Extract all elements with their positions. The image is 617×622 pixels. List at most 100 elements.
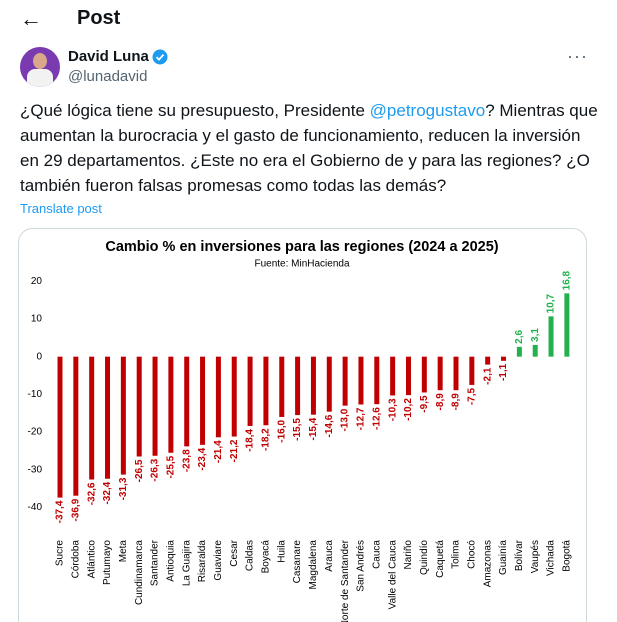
value-label: -12,6 — [371, 407, 382, 430]
bar — [532, 344, 538, 357]
bar — [310, 356, 316, 415]
x-tick-label: Valle del Cauca — [387, 540, 398, 610]
x-tick-label: Vichada — [546, 540, 557, 576]
y-tick-label: -10 — [28, 389, 43, 400]
bar — [263, 356, 269, 426]
text: ¿Qué lógica tiene su presupuesto, Presid… — [20, 101, 370, 120]
value-label: -23,4 — [197, 447, 208, 470]
bar — [105, 356, 111, 479]
value-label: -21,2 — [229, 439, 240, 462]
x-tick-label: Antioquia — [166, 540, 177, 582]
x-tick-label: Sucre — [55, 540, 66, 567]
translate-link[interactable]: Translate post — [20, 201, 102, 216]
value-label: -32,4 — [102, 481, 113, 504]
more-button[interactable]: ··· — [567, 46, 588, 66]
y-tick-label: -20 — [28, 427, 43, 438]
x-tick-label: Chocó — [466, 540, 477, 569]
verified-badge — [152, 49, 168, 65]
x-tick-label: Cundinamarca — [134, 540, 145, 605]
value-label: -1,1 — [498, 363, 509, 381]
bar — [469, 356, 475, 385]
bar — [152, 356, 158, 456]
x-tick-label: Bolívar — [514, 539, 525, 571]
x-tick-label: Vaupés — [530, 540, 541, 573]
value-label: 2,6 — [514, 330, 525, 344]
value-label: -7,5 — [466, 387, 477, 405]
page-title: Post — [77, 7, 121, 29]
x-tick-label: Norte de Santander — [340, 539, 351, 622]
bar — [358, 356, 364, 405]
value-label: -10,2 — [403, 398, 414, 421]
bar — [421, 356, 427, 393]
post-text: ¿Qué lógica tiene su presupuesto, Presid… — [20, 98, 600, 198]
value-label: -26,5 — [134, 459, 145, 482]
x-tick-label: Cesar — [229, 539, 240, 566]
x-tick-label: Córdoba — [70, 540, 81, 579]
bar — [501, 356, 507, 361]
value-label: -18,2 — [261, 428, 272, 451]
y-tick-label: 0 — [36, 351, 42, 362]
value-label: -25,5 — [166, 455, 177, 478]
x-tick-label: Guainía — [498, 540, 509, 575]
value-label: -26,3 — [150, 458, 161, 481]
value-label: -8,9 — [435, 393, 446, 411]
bar — [437, 356, 443, 391]
x-tick-label: Tolima — [451, 540, 462, 569]
back-button[interactable]: ← — [20, 6, 42, 31]
x-tick-label: Meta — [118, 540, 129, 563]
value-label: -23,8 — [181, 449, 192, 472]
value-label: -10,3 — [387, 398, 398, 421]
bar — [326, 356, 332, 412]
bar — [247, 356, 253, 426]
bar — [374, 356, 380, 405]
bar — [215, 356, 221, 438]
value-label: 3,1 — [530, 328, 541, 342]
value-label: -9,5 — [419, 395, 430, 413]
bar — [200, 356, 206, 445]
value-label: -32,6 — [86, 482, 97, 505]
value-label: 10,7 — [546, 293, 557, 313]
bar — [231, 356, 237, 437]
bar — [168, 356, 174, 453]
x-tick-label: Casanare — [292, 540, 303, 584]
value-label: -31,3 — [118, 477, 129, 500]
value-label: -14,6 — [324, 414, 335, 437]
x-tick-label: Caldas — [245, 540, 256, 571]
value-label: -18,4 — [245, 429, 256, 452]
x-tick-label: Quindío — [419, 540, 430, 575]
bar — [564, 293, 570, 357]
x-tick-label: Nariño — [403, 540, 414, 570]
bar — [120, 356, 126, 475]
bar — [342, 356, 348, 406]
y-tick-label: 10 — [31, 314, 43, 325]
x-tick-label: Huila — [276, 540, 287, 563]
author-name[interactable]: David Luna — [68, 48, 149, 65]
x-tick-label: Amazonas — [482, 540, 493, 587]
bar — [184, 356, 190, 447]
x-tick-label: Guaviare — [213, 540, 224, 581]
bar — [390, 356, 396, 396]
chart-card — [18, 228, 587, 622]
x-tick-label: San Andrés — [356, 540, 367, 592]
bar — [136, 356, 142, 457]
avatar[interactable] — [20, 47, 60, 87]
x-tick-label: Arauca — [324, 540, 335, 572]
value-label: -15,4 — [308, 417, 319, 440]
bar — [548, 316, 554, 357]
y-tick-label: -30 — [28, 464, 43, 475]
mention[interactable]: @petrogustavo — [369, 101, 486, 120]
value-label: -36,9 — [70, 498, 81, 521]
value-label: -13,0 — [340, 408, 351, 431]
x-tick-label: Boyacá — [261, 540, 272, 574]
y-tick-label: -40 — [28, 502, 43, 513]
bar — [73, 356, 79, 496]
value-label: -12,7 — [356, 407, 367, 430]
bar — [453, 356, 459, 391]
bar — [57, 356, 63, 498]
bar — [516, 346, 522, 357]
bar — [405, 356, 411, 396]
bar — [89, 356, 95, 480]
value-label: -2,1 — [482, 367, 493, 385]
author-handle[interactable]: @lunadavid — [68, 68, 148, 85]
